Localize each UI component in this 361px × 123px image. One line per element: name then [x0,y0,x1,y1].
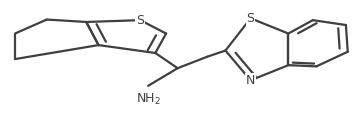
Text: NH$_2$: NH$_2$ [136,92,161,107]
Text: S: S [247,12,255,25]
Text: S: S [136,14,144,27]
Text: N: N [246,74,255,87]
